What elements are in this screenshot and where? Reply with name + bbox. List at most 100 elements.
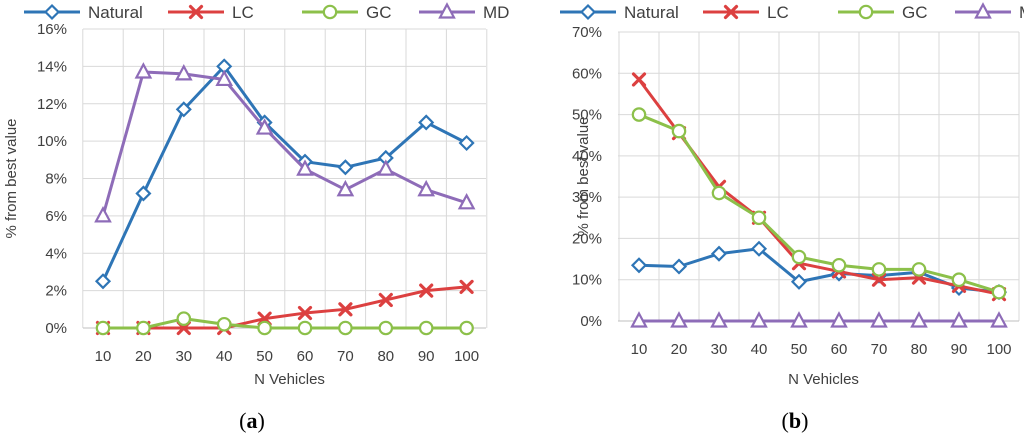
series-md [630, 311, 1008, 328]
data-point [337, 159, 354, 176]
data-point [418, 114, 435, 131]
data-point [710, 311, 728, 328]
legend-marker-triangle [438, 2, 456, 19]
data-point [950, 311, 968, 328]
x-tick-label: 100 [454, 348, 479, 365]
chart-a: 0% 2% 4% 6% 8% 10% 12% 14% 16% 10 20 30 40 50 60 70 80 90… [3, 2, 509, 433]
series-line-natural [101, 64, 468, 282]
data-point [459, 279, 474, 294]
data-point [870, 311, 888, 328]
legend-marker-x [723, 4, 739, 20]
data-point [830, 311, 848, 328]
legend-item-gc: GC [302, 3, 392, 22]
data-point [750, 240, 768, 257]
data-point [990, 311, 1008, 328]
legend-item-md: MD [955, 2, 1024, 22]
data-point [134, 62, 153, 79]
x-tick-label: 20 [671, 341, 688, 358]
data-point [790, 311, 808, 328]
caption-close: ) [258, 408, 265, 433]
series-line-gc [638, 113, 1000, 294]
y-tick-label: 12% [37, 96, 67, 113]
data-point [94, 206, 112, 223]
data-point [136, 320, 151, 336]
legend: Natural LC GC MD [560, 2, 1024, 22]
legend-label: LC [232, 3, 254, 22]
data-point [791, 249, 807, 265]
x-tick-label: 10 [631, 341, 648, 358]
series-line-gc [103, 317, 467, 330]
caption-letter: b [789, 408, 801, 433]
y-tick-label: 0% [580, 313, 602, 330]
y-tick-label: 20% [572, 230, 602, 247]
x-tick-label: 50 [256, 348, 273, 365]
data-point [750, 311, 768, 328]
legend-label: GC [902, 3, 928, 22]
y-tick-label: 2% [45, 283, 67, 300]
x-tick-label: 80 [911, 341, 928, 358]
chart-b: 0% 10% 20% 30% 40% 50% 60% 70% 10 20 30 40 50 60 70 80 9… [560, 2, 1024, 433]
y-tick-label: 8% [45, 171, 67, 188]
data-point [215, 69, 234, 87]
legend-label: MD [1019, 3, 1024, 22]
data-point [94, 273, 112, 290]
legend-item-md: MD [419, 2, 509, 22]
legend-marker-circle [858, 4, 874, 20]
legend-label: Natural [88, 3, 143, 22]
x-tick-label: 60 [831, 341, 848, 358]
data-point [871, 272, 887, 287]
data-point [630, 311, 648, 328]
data-point [911, 262, 927, 277]
legend-label: GC [366, 3, 392, 22]
x-tick-label: 30 [711, 341, 728, 358]
data-point [176, 311, 192, 326]
data-point [95, 320, 111, 336]
legend-marker-diamond [43, 3, 61, 21]
data-point [670, 311, 688, 328]
y-tick-label: 16% [37, 21, 67, 38]
x-tick-label: 80 [377, 348, 394, 365]
data-point [871, 262, 887, 277]
legend-item-natural: Natural [560, 3, 679, 22]
y-tick-label: 40% [572, 148, 602, 165]
data-point [378, 320, 394, 336]
data-point [336, 179, 355, 197]
caption-close: ) [801, 408, 808, 433]
x-tick-label: 90 [418, 348, 435, 365]
data-point [419, 283, 434, 298]
data-point [951, 272, 967, 288]
x-tick-label: 50 [791, 341, 808, 358]
data-point [255, 118, 274, 135]
caption-open: ( [782, 408, 789, 433]
data-point [297, 305, 313, 321]
data-point [710, 245, 728, 262]
data-point [417, 179, 436, 197]
data-point [671, 123, 687, 139]
data-point [135, 185, 152, 202]
data-point [459, 320, 474, 336]
x-tick-label: 40 [216, 348, 233, 365]
data-point [631, 107, 647, 122]
x-axis: 10 20 30 40 50 60 70 80 90 100 [95, 348, 479, 365]
legend-item-lc: LC [703, 3, 789, 22]
legend-marker-circle [322, 4, 338, 20]
x-tick-label: 60 [297, 348, 314, 365]
data-point [338, 302, 353, 317]
x-tick-label: 10 [95, 348, 112, 365]
legend-label: LC [767, 3, 789, 22]
data-point [175, 101, 192, 118]
data-point [418, 320, 434, 336]
series-line-natural [638, 247, 1000, 294]
data-point [631, 72, 647, 87]
x-axis-title: N Vehicles [788, 371, 859, 388]
legend-marker-triangle [974, 2, 992, 19]
x-tick-label: 100 [986, 341, 1011, 358]
caption-open: ( [239, 408, 246, 433]
y-tick-label: 10% [572, 272, 602, 289]
x-tick-label: 30 [175, 348, 192, 365]
y-axis-title: % from best value [575, 116, 592, 236]
series-natural [94, 58, 475, 290]
data-point [296, 159, 314, 176]
x-tick-label: 70 [871, 341, 888, 358]
